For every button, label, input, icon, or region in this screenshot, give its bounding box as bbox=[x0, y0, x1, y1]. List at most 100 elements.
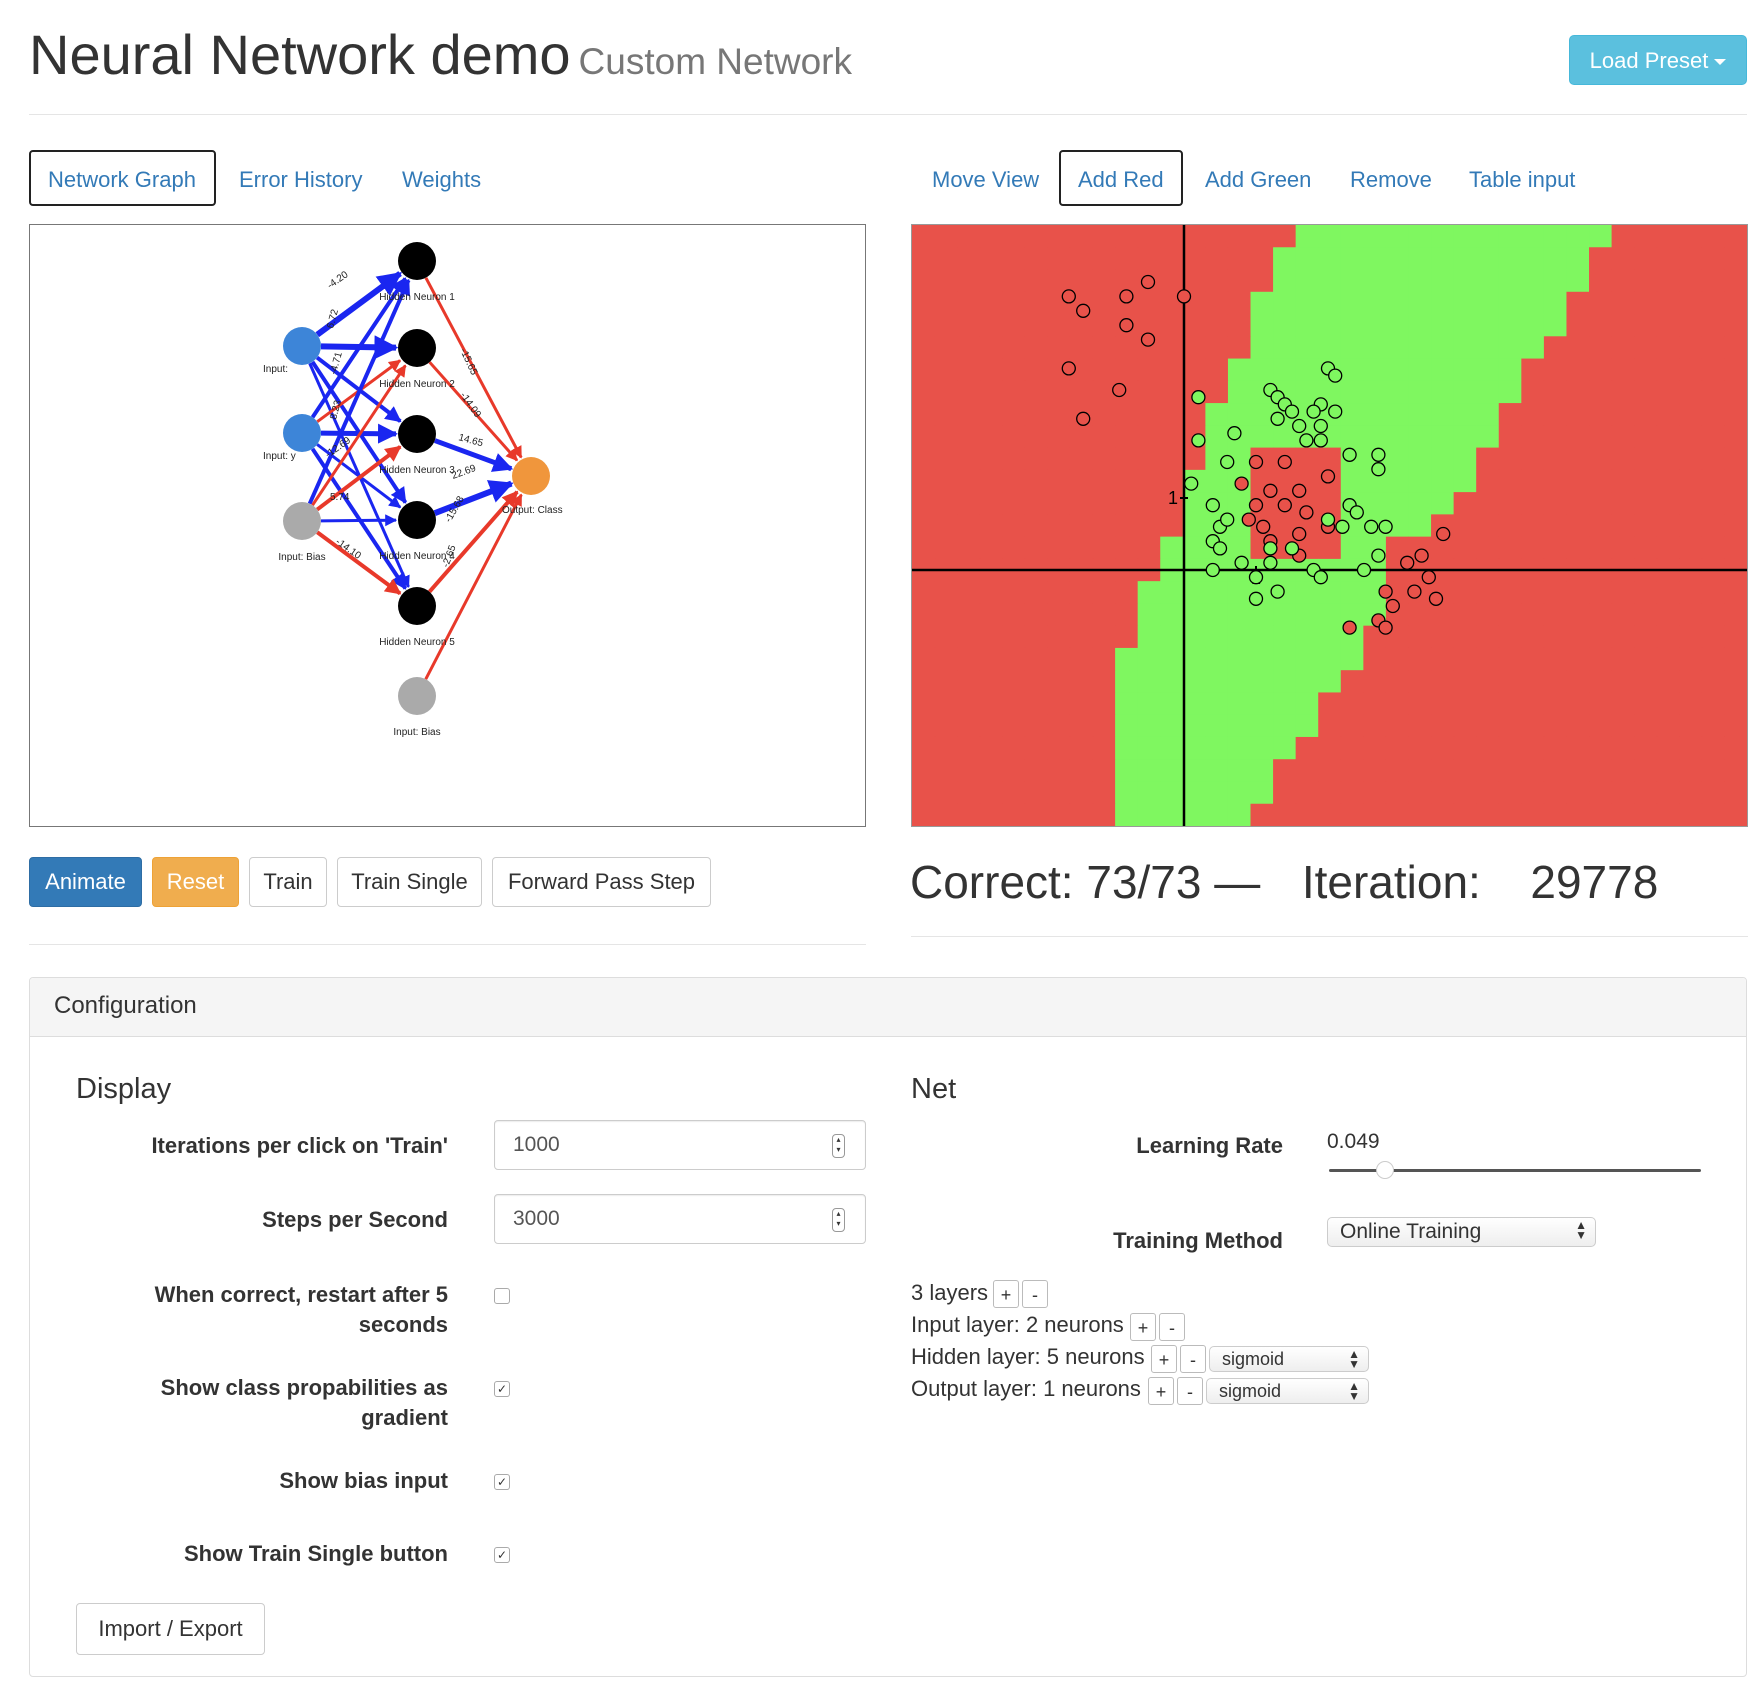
network-node-h5[interactable] bbox=[398, 587, 436, 625]
red-point[interactable] bbox=[1292, 483, 1307, 498]
green-point[interactable] bbox=[1364, 519, 1379, 534]
spinner-icon[interactable]: ▴ ▾ bbox=[832, 1208, 845, 1232]
red-point[interactable] bbox=[1234, 476, 1249, 491]
red-point[interactable] bbox=[1119, 318, 1134, 333]
tab-error-history[interactable]: Error History bbox=[239, 167, 363, 192]
green-point[interactable] bbox=[1184, 476, 1199, 491]
green-point[interactable] bbox=[1356, 562, 1372, 578]
gradient-checkbox[interactable]: ✓ bbox=[494, 1381, 510, 1397]
green-point[interactable] bbox=[1349, 505, 1364, 520]
tab-network-graph[interactable]: Network Graph bbox=[29, 150, 216, 206]
network-graph-panel[interactable]: -4.20 6.72 -4.71 8.23 -12.69 5.74 -14.10 -15.65… bbox=[29, 224, 866, 827]
red-point[interactable] bbox=[1112, 382, 1127, 398]
green-point[interactable] bbox=[1220, 512, 1235, 527]
classification-plot-panel[interactable]: 11 bbox=[911, 224, 1748, 827]
green-point[interactable] bbox=[1263, 541, 1278, 556]
network-node-bias2[interactable] bbox=[398, 677, 436, 715]
red-point[interactable] bbox=[1378, 620, 1393, 635]
add-layer-button[interactable]: + bbox=[993, 1280, 1019, 1308]
train-button[interactable]: Train bbox=[249, 857, 327, 907]
input-neuron-remove-button[interactable]: - bbox=[1159, 1313, 1185, 1341]
green-point[interactable] bbox=[1371, 462, 1386, 477]
red-point[interactable] bbox=[1061, 289, 1076, 304]
green-point[interactable] bbox=[1191, 433, 1206, 448]
tab-move-view[interactable]: Move View bbox=[932, 167, 1040, 192]
red-point[interactable] bbox=[1076, 303, 1091, 318]
hidden-activation-select[interactable]: sigmoid ▲ ▼ bbox=[1209, 1346, 1369, 1372]
green-point[interactable] bbox=[1284, 404, 1300, 419]
remove-layer-button[interactable]: - bbox=[1022, 1280, 1048, 1308]
spinner-icon[interactable]: ▴ ▾ bbox=[832, 1134, 845, 1158]
network-node-h2[interactable] bbox=[398, 329, 436, 367]
output-activation-select[interactable]: sigmoid ▲ ▼ bbox=[1206, 1378, 1369, 1404]
red-point[interactable] bbox=[1385, 598, 1400, 614]
training-method-select[interactable]: Online Training ▲ ▼ bbox=[1327, 1217, 1596, 1247]
green-point[interactable] bbox=[1212, 541, 1228, 556]
red-point[interactable] bbox=[1428, 591, 1444, 606]
tab-add-green[interactable]: Add Green bbox=[1205, 167, 1312, 192]
green-point[interactable] bbox=[1313, 570, 1328, 585]
network-node-h1[interactable] bbox=[398, 242, 436, 280]
red-point[interactable] bbox=[1436, 526, 1451, 542]
learning-rate-slider-thumb[interactable] bbox=[1375, 1161, 1394, 1179]
network-node-h4[interactable] bbox=[398, 501, 436, 539]
iterations-input[interactable]: 1000 ▴ ▾ bbox=[494, 1120, 866, 1170]
green-point[interactable] bbox=[1284, 541, 1300, 556]
green-point[interactable] bbox=[1378, 519, 1393, 534]
hidden-neuron-add-button[interactable]: + bbox=[1151, 1345, 1177, 1373]
tab-add-red[interactable]: Add Red bbox=[1059, 150, 1183, 206]
tab-table-input[interactable]: Table input bbox=[1469, 167, 1576, 192]
classification-plot[interactable]: 11 bbox=[912, 225, 1747, 826]
red-point[interactable] bbox=[1414, 548, 1429, 563]
red-point[interactable] bbox=[1061, 361, 1076, 376]
green-point[interactable] bbox=[1227, 426, 1242, 441]
red-point[interactable] bbox=[1342, 620, 1357, 635]
red-point[interactable] bbox=[1407, 584, 1422, 599]
steps-input[interactable]: 3000 ▴ ▾ bbox=[494, 1194, 866, 1244]
output-neuron-remove-button[interactable]: - bbox=[1177, 1377, 1203, 1405]
red-point[interactable] bbox=[1263, 483, 1278, 498]
red-point[interactable] bbox=[1292, 526, 1307, 542]
red-point[interactable] bbox=[1378, 584, 1393, 599]
green-point[interactable] bbox=[1248, 570, 1264, 585]
animate-button[interactable]: Animate bbox=[29, 857, 142, 907]
red-point[interactable] bbox=[1140, 332, 1156, 347]
red-point[interactable] bbox=[1140, 274, 1156, 290]
red-point[interactable] bbox=[1241, 512, 1256, 527]
red-point[interactable] bbox=[1248, 454, 1264, 470]
green-point[interactable] bbox=[1342, 447, 1357, 462]
red-point[interactable] bbox=[1400, 555, 1415, 570]
green-point[interactable] bbox=[1313, 418, 1328, 434]
green-point[interactable] bbox=[1270, 411, 1285, 426]
hidden-neuron-remove-button[interactable]: - bbox=[1180, 1345, 1206, 1373]
green-point[interactable] bbox=[1313, 433, 1328, 448]
red-point[interactable] bbox=[1299, 505, 1314, 520]
red-point[interactable] bbox=[1277, 498, 1292, 513]
green-point[interactable] bbox=[1306, 404, 1321, 419]
tab-remove[interactable]: Remove bbox=[1350, 167, 1432, 192]
red-point[interactable] bbox=[1248, 498, 1264, 513]
reset-button[interactable]: Reset bbox=[152, 857, 239, 907]
network-node-h3[interactable] bbox=[398, 415, 436, 453]
green-point[interactable] bbox=[1270, 584, 1285, 599]
red-point[interactable] bbox=[1421, 570, 1436, 585]
network-node-in1[interactable] bbox=[283, 327, 321, 365]
green-point[interactable] bbox=[1234, 555, 1249, 570]
output-neuron-add-button[interactable]: + bbox=[1148, 1377, 1174, 1405]
red-point[interactable] bbox=[1176, 289, 1192, 304]
forward-pass-step-button[interactable]: Forward Pass Step bbox=[492, 857, 711, 907]
import-export-button[interactable]: Import / Export bbox=[76, 1603, 265, 1655]
red-point[interactable] bbox=[1119, 289, 1134, 304]
network-node-in2[interactable] bbox=[283, 414, 321, 452]
green-point[interactable] bbox=[1328, 404, 1343, 419]
green-point[interactable] bbox=[1371, 447, 1386, 462]
green-point[interactable] bbox=[1191, 390, 1206, 405]
red-point[interactable] bbox=[1256, 519, 1271, 534]
tab-weights[interactable]: Weights bbox=[402, 167, 482, 192]
network-node-bias1[interactable] bbox=[283, 502, 321, 540]
green-point[interactable] bbox=[1248, 591, 1264, 606]
green-point[interactable] bbox=[1335, 519, 1350, 534]
green-point[interactable] bbox=[1320, 512, 1336, 527]
train-single-visible-checkbox[interactable]: ✓ bbox=[494, 1547, 510, 1563]
restart-checkbox[interactable] bbox=[494, 1288, 510, 1304]
